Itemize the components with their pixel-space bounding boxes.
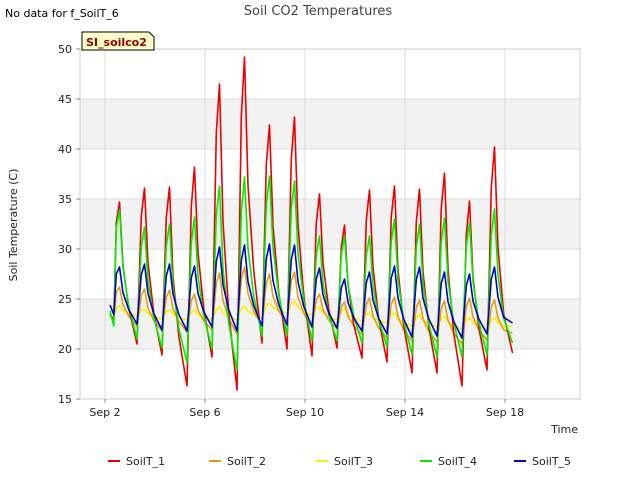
x-axis-title: Time [550, 423, 578, 436]
y-axis-title: Soil Temperature (C) [7, 169, 20, 282]
x-tick-label-2: Sep 2 [89, 406, 120, 419]
y-tick-label-20: 20 [58, 343, 72, 356]
y-axis-ticks: 15 20 25 30 35 40 45 50 [58, 43, 80, 406]
x-tick-label-10: Sep 10 [286, 406, 324, 419]
shaded-band-2 [80, 99, 580, 149]
y-tick-label-35: 35 [58, 193, 72, 206]
plot-frame [79, 48, 581, 400]
series-line-soilt-5 [109, 243, 513, 339]
series-line-soilt-4 [109, 175, 514, 371]
y-tick-label-50: 50 [58, 43, 72, 56]
site-badge: SI_soilco2 [81, 31, 155, 51]
no-data-notice: No data for f_SoilT_6 [5, 7, 119, 20]
series-layer [109, 56, 514, 391]
x-tick-label-14: Sep 14 [386, 406, 424, 419]
y-tick-label-30: 30 [58, 243, 72, 256]
x-tick-label-18: Sep 18 [486, 406, 524, 419]
legend-label-soilt-4: SoilT_4 [438, 455, 477, 468]
legend-label-soilt-1: SoilT_1 [126, 455, 165, 468]
series-line-soilt-3 [109, 300, 513, 330]
y-tick-label-25: 25 [58, 293, 72, 306]
legend-label-soilt-5: SoilT_5 [532, 455, 571, 468]
x-axis-ticks: Sep 2 Sep 6 Sep 10 Sep 14 Sep 18 [89, 399, 524, 419]
site-badge-label: SI_soilco2 [86, 36, 147, 49]
legend-label-soilt-3: SoilT_3 [334, 455, 373, 468]
chart-title: Soil CO2 Temperatures [244, 4, 393, 19]
legend-label-soilt-2: SoilT_2 [227, 455, 266, 468]
y-tick-label-45: 45 [58, 93, 72, 106]
y-tick-label-40: 40 [58, 143, 72, 156]
series-line-soilt-1 [109, 56, 514, 391]
y-tick-label-15: 15 [58, 393, 72, 406]
x-tick-label-6: Sep 6 [189, 406, 220, 419]
legend: SoilT_1 SoilT_2 SoilT_3 SoilT_4 SoilT_5 [108, 455, 571, 468]
